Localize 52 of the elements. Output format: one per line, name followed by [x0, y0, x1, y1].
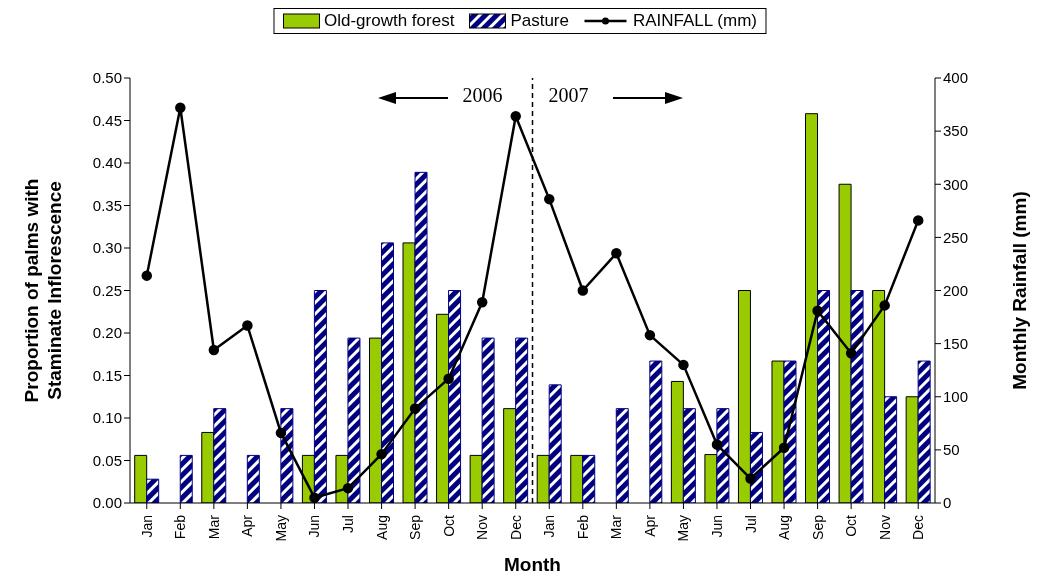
x-tick-label: Sep: [407, 514, 424, 540]
x-tick-label: Jan: [541, 515, 558, 538]
y2-axis-title: Monthly Rainfall (mm): [1008, 191, 1030, 390]
x-tick-label: Jun: [306, 515, 323, 538]
x-tick-label: Apr: [239, 514, 256, 537]
x-tick-label: Oct: [440, 514, 457, 537]
x-tick-label: Feb: [574, 514, 591, 540]
y2-tick-label: 0: [943, 494, 952, 512]
y2-tick-label: 100: [943, 388, 969, 406]
y2-tick-label: 300: [943, 175, 969, 193]
x-tick-label: Mar: [205, 514, 222, 540]
y-tick-label: 0.20: [92, 324, 122, 342]
x-tick-label: May: [272, 515, 289, 542]
x-tick-label: Apr: [641, 514, 658, 537]
x-tick-label: May: [675, 515, 692, 542]
x-tick-label: Jul: [742, 515, 759, 533]
y-tick-label: 0.40: [92, 154, 122, 172]
y-tick-label: 0.45: [92, 111, 122, 129]
x-tick-label: Jul: [340, 515, 357, 533]
annotation: 2006: [462, 84, 503, 107]
x-tick-label: Nov: [474, 515, 491, 540]
x-tick-label: Sep: [809, 514, 826, 540]
x-tick-label: Dec: [507, 515, 524, 540]
y-axis-title: Proportion of palms with Staminate Inflorescence: [21, 178, 65, 403]
x-tick-label: Aug: [373, 515, 390, 540]
x-tick-label: Dec: [910, 515, 927, 540]
legend-label: Pasture: [509, 11, 569, 31]
annotation: 2007: [548, 84, 589, 107]
x-tick-label: Aug: [776, 515, 793, 540]
y-tick-label: 0.30: [92, 239, 122, 257]
y-tick-label: 0.15: [92, 366, 122, 384]
y2-tick-label: 400: [943, 69, 969, 87]
x-tick-label: Feb: [172, 514, 189, 540]
x-tick-label: Jan: [138, 515, 155, 538]
legend-label: Old-growth forest: [323, 11, 455, 31]
legend-label: RAINFALL (mm): [631, 11, 758, 31]
x-tick-label: Mar: [608, 514, 625, 540]
x-tick-label: Jun: [708, 515, 725, 538]
x-tick-label: Nov: [876, 515, 893, 540]
y2-tick-label: 250: [943, 228, 969, 246]
y-tick-label: 0.35: [92, 196, 122, 214]
y-tick-label: 0.05: [92, 451, 122, 469]
y2-tick-label: 350: [943, 122, 969, 140]
y2-tick-label: 200: [943, 281, 969, 299]
y-tick-label: 0.00: [92, 494, 122, 512]
y-tick-label: 0.50: [92, 69, 122, 87]
y2-tick-label: 50: [943, 441, 960, 459]
y-tick-label: 0.10: [92, 409, 122, 427]
y2-tick-label: 150: [943, 334, 969, 352]
x-axis-title: Month: [504, 554, 561, 575]
x-tick-label: Oct: [843, 514, 860, 537]
y-tick-label: 0.25: [92, 281, 122, 299]
